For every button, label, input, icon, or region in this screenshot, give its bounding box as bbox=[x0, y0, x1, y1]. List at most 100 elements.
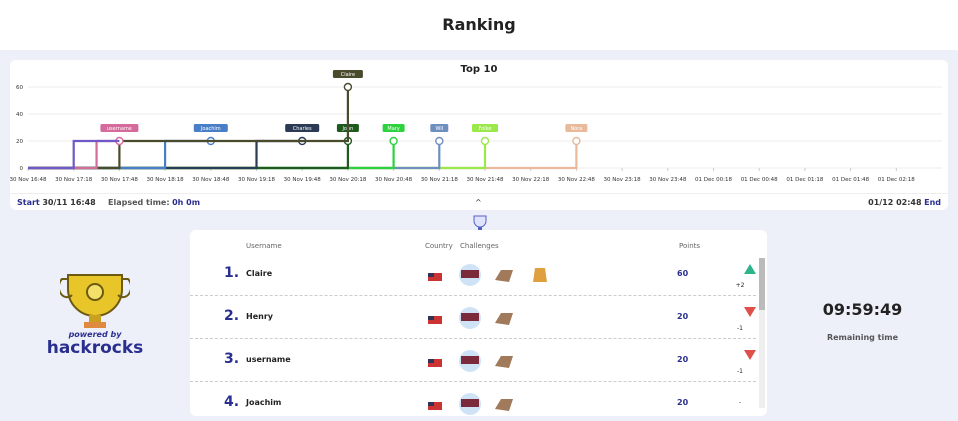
ranking-row: 1. Claire 60 +2 bbox=[190, 252, 756, 296]
country-flag bbox=[428, 359, 442, 367]
x-tick-label: 30 Nov 22:18 bbox=[512, 177, 550, 183]
chart-panel: Top 10 0 20 40 60 30 Nov 16:48 30 Nov 17:18 30… bbox=[10, 60, 948, 210]
trend-arrow bbox=[744, 264, 756, 274]
country-flag bbox=[428, 273, 442, 281]
legend-tag bbox=[430, 124, 449, 132]
end-marker bbox=[435, 136, 444, 146]
toggle[interactable]: ^ bbox=[475, 198, 482, 207]
rank: 1. bbox=[224, 265, 240, 281]
x-tick-label: 01 Dec 00:48 bbox=[741, 177, 778, 183]
row-icons bbox=[428, 350, 513, 372]
x-tick-label: 30 Nov 21:48 bbox=[466, 177, 504, 183]
header-title: Ranking bbox=[0, 0, 958, 50]
x-tick-label: 30 Nov 20:48 bbox=[375, 177, 413, 183]
x-tick-label: 30 Nov 17:18 bbox=[55, 177, 93, 183]
flag-stripes bbox=[428, 402, 442, 410]
remaining-time: 09:59:49 bbox=[822, 300, 903, 319]
points: 20 bbox=[677, 355, 689, 364]
rank-change: -1 bbox=[737, 368, 743, 375]
points: 20 bbox=[677, 312, 689, 321]
trophy-icon bbox=[473, 215, 487, 232]
legend-label: username bbox=[107, 126, 132, 132]
legend-tag bbox=[382, 124, 405, 132]
x-tick-label: 30 Nov 21:18 bbox=[421, 177, 459, 183]
x-tick-label: 30 Nov 18:18 bbox=[147, 177, 185, 183]
x-tick-label: 30 Nov 18:48 bbox=[192, 177, 230, 183]
x-tick-label: 30 Nov 23:48 bbox=[649, 177, 687, 183]
y-tick-label: 40 bbox=[16, 112, 23, 118]
rank-change: +2 bbox=[735, 282, 745, 289]
country-flag bbox=[428, 316, 442, 324]
legend-label: Mary bbox=[387, 126, 399, 132]
challenge-art bbox=[495, 270, 513, 282]
trend-shape bbox=[744, 350, 756, 360]
end-marker bbox=[343, 82, 353, 92]
legend-label: Claire bbox=[341, 72, 355, 78]
flag-canton bbox=[428, 273, 434, 277]
x-tick-label: 30 Nov 17:48 bbox=[101, 177, 139, 183]
chart-title: Top 10 bbox=[461, 64, 498, 75]
rank: 4. bbox=[224, 394, 240, 410]
challenge-art bbox=[495, 399, 513, 411]
ranking-table: Username Country Challenges Points 1. Claire 6… bbox=[190, 230, 767, 416]
end-marker bbox=[480, 136, 490, 146]
y-tick-label: 60 bbox=[16, 85, 23, 91]
elapsed-label: Elapsed time: bbox=[108, 198, 170, 207]
challenge-icon bbox=[459, 307, 481, 329]
ranking-row: 2. Henry 20 -1 bbox=[190, 295, 756, 339]
challenge-icon bbox=[495, 270, 513, 282]
x-tick-label: 01 Dec 01:48 bbox=[832, 177, 869, 183]
challenge-art bbox=[461, 399, 479, 407]
legend-tag bbox=[285, 124, 320, 132]
rank: 2. bbox=[224, 308, 240, 324]
x-tick-label: 30 Nov 20:18 bbox=[329, 177, 367, 183]
row-icons bbox=[428, 264, 547, 286]
rank: 3. bbox=[224, 351, 240, 367]
challenge-art bbox=[461, 313, 479, 321]
row-icons bbox=[428, 307, 513, 329]
legend-label: Folke bbox=[479, 126, 492, 132]
challenge-art bbox=[461, 270, 479, 278]
legend-label: Nora bbox=[570, 126, 582, 132]
trend-arrow bbox=[744, 350, 756, 360]
end-marker bbox=[572, 136, 581, 146]
flag-canton bbox=[428, 316, 434, 320]
y-tick-label: 20 bbox=[16, 139, 23, 145]
series-line bbox=[28, 141, 349, 170]
flag-canton bbox=[428, 402, 434, 406]
challenge-icon bbox=[533, 268, 547, 282]
challenge-icon bbox=[459, 393, 481, 415]
challenge-icon bbox=[495, 356, 513, 368]
rank-change: - bbox=[738, 399, 742, 406]
brand-name: hackrocks bbox=[46, 338, 144, 358]
x-tick-label: 30 Nov 22:48 bbox=[558, 177, 596, 183]
challenge-art bbox=[495, 356, 513, 368]
x-tick-label: 30 Nov 16:48 bbox=[10, 177, 47, 183]
column-header: Challenges bbox=[460, 242, 499, 250]
start-label: Start bbox=[17, 198, 40, 207]
challenge-art bbox=[533, 268, 547, 282]
points: 20 bbox=[677, 398, 689, 407]
legend-label: Joachim bbox=[200, 126, 221, 132]
challenge-icon bbox=[459, 350, 481, 372]
x-tick-label: 30 Nov 23:18 bbox=[604, 177, 642, 183]
timer: 09:59:49 Remaining time bbox=[790, 300, 935, 342]
x-tick-label: 30 Nov 19:18 bbox=[238, 177, 276, 183]
column-header: Username bbox=[246, 242, 282, 250]
legend-tag bbox=[332, 70, 363, 78]
flag-canton bbox=[428, 359, 434, 363]
series-line bbox=[28, 141, 441, 170]
row-icons bbox=[428, 393, 513, 415]
legend-tag bbox=[565, 124, 588, 132]
ranking-row: 4. Joachim 20 - bbox=[190, 381, 756, 416]
rank-change: -1 bbox=[737, 325, 743, 332]
trend-shape bbox=[744, 307, 756, 317]
end-time: 01/12 02:48 bbox=[868, 198, 922, 207]
username: Henry bbox=[246, 312, 273, 321]
powered-by: powered by bbox=[68, 330, 122, 339]
country-flag bbox=[428, 402, 442, 410]
end-label: End bbox=[924, 198, 941, 207]
series-line bbox=[28, 139, 120, 170]
x-tick-label: 01 Dec 02:18 bbox=[878, 177, 915, 183]
